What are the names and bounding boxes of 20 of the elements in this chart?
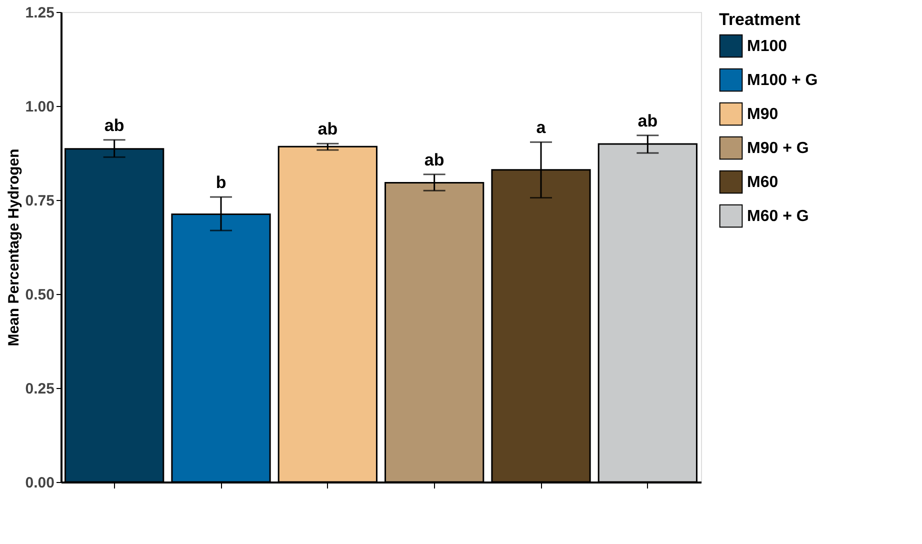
data-label: ab xyxy=(104,116,124,135)
y-tick-label: 0.50 xyxy=(25,286,54,304)
y-tick-label: 0.25 xyxy=(25,380,54,398)
y-tick-label: 0.00 xyxy=(25,474,54,492)
legend-label: M90 + G xyxy=(747,140,809,157)
legend-label: M60 + G xyxy=(747,208,809,225)
legend-label: M60 xyxy=(747,174,778,191)
legend-title: Treatment xyxy=(719,10,801,29)
y-tick-label: 1.25 xyxy=(25,4,54,22)
data-label: b xyxy=(216,172,226,192)
data-label: ab xyxy=(638,111,658,130)
legend-label: M100 xyxy=(747,38,788,55)
y-tick-label: 0.75 xyxy=(25,192,54,210)
legend-label: M90 xyxy=(747,106,778,123)
y-tick-label: 1.00 xyxy=(25,98,54,116)
y-axis-title: Mean Percentage Hydrogen xyxy=(5,148,22,346)
data-label: ab xyxy=(424,150,444,170)
data-label: a xyxy=(536,118,546,138)
legend-label: M100 + G xyxy=(747,72,818,89)
data-label: ab xyxy=(318,120,338,139)
